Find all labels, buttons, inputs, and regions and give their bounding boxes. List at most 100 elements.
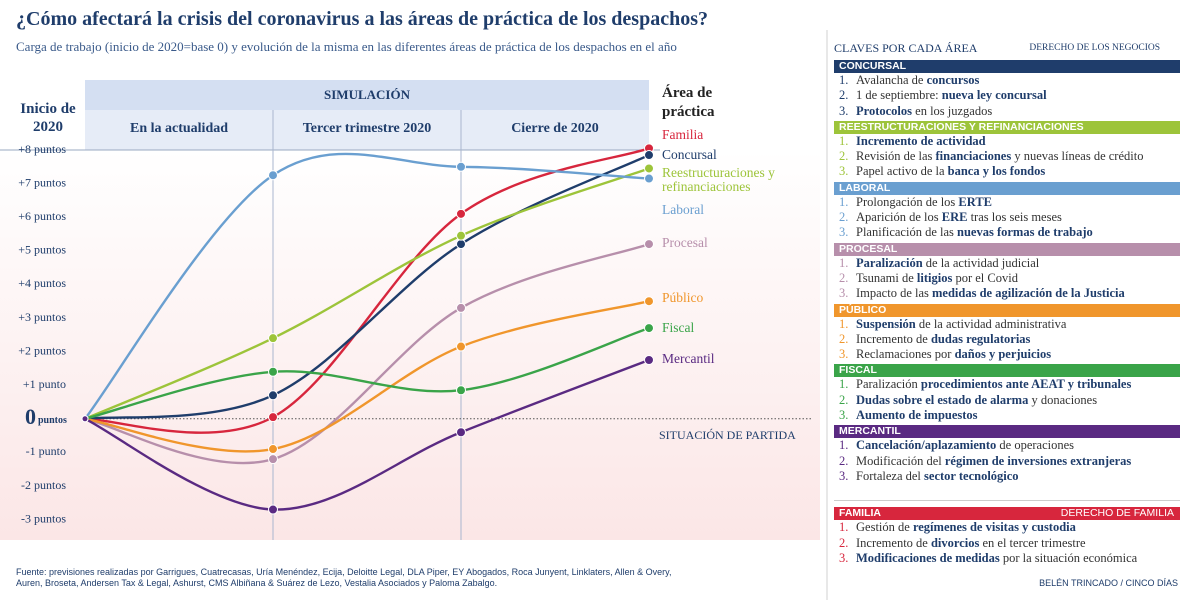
item: 2. 1 de septiembre: nueva ley concursal: [834, 88, 1180, 103]
item: 1. Paralización procedimientos ante AEAT …: [834, 377, 1180, 392]
series-line: [84, 300, 650, 453]
section-header: FISCAL: [834, 364, 1180, 378]
point: [268, 504, 278, 515]
item-number: 3.: [839, 408, 849, 423]
item-number: 2.: [839, 270, 849, 285]
item-number: 1.: [839, 133, 849, 148]
column-label: En la actualidad: [130, 121, 228, 136]
y-tick-label: 0: [25, 404, 36, 429]
series-line: [84, 326, 650, 420]
item-bold: Cancelación/aplazamiento: [856, 438, 997, 453]
item-number: 1.: [839, 194, 849, 209]
item-text: y donaciones: [1028, 392, 1098, 407]
sections: CONCURSAL 1. Avalancha de concursos 2. 1 de …: [834, 60, 1180, 566]
legend-label: Mercantil: [662, 351, 715, 366]
point: [268, 454, 278, 465]
item-bold: divorcios: [930, 535, 980, 550]
item-text: por el Covid: [952, 270, 1018, 285]
point: [644, 239, 654, 250]
item: 2. Incremento de dudas regulatorias: [834, 332, 1180, 347]
point: [456, 302, 466, 313]
item-bold: Dudas sobre el estado de alarma: [856, 392, 1029, 407]
item: 3. Aumento de impuestos: [834, 408, 1180, 423]
y-tick-label: +1 punto: [23, 377, 66, 391]
series-line: [84, 152, 650, 420]
item-text: Impacto de las: [856, 286, 933, 301]
panel-header: CLAVES POR CADA ÁREA DERECHO DE LOS NEGO…: [834, 38, 1180, 58]
zero-unit: puntos: [38, 415, 67, 426]
item-number: 1.: [839, 255, 849, 270]
item: 3. Modificaciones de medidas por la situa…: [834, 551, 1180, 566]
item: 3. Papel activo de la banca y los fondos: [834, 164, 1180, 179]
item-bold: ERE: [941, 210, 968, 225]
item-number: 2.: [839, 88, 849, 103]
section-header: PÚBLICO: [834, 303, 1180, 317]
y-tick-label: +5 puntos: [18, 243, 66, 257]
legend-title: Área de práctica: [662, 85, 715, 120]
item-text: Reclamaciones por: [856, 347, 955, 362]
section: FAMILIA DERECHO DE FAMILIA 1. Gestión de re…: [834, 500, 1180, 566]
section-header: FAMILIA DERECHO DE FAMILIA: [834, 507, 1180, 521]
baseline-label: SITUACIÓN DE PARTIDA: [659, 428, 796, 442]
plot: En la actualidad Tercer trimestre 2020 Cie…: [18, 110, 812, 540]
keys-panel: CLAVES POR CADA ÁREA DERECHO DE LOS NEGO…: [834, 38, 1180, 566]
section: LABORAL 1. Prolongación de los ERTE 2. Apari…: [834, 181, 1180, 241]
item-text: de la actividad administrativa: [915, 316, 1067, 331]
item-text: en los juzgados: [912, 103, 993, 118]
y-tick-label: +2 puntos: [18, 343, 66, 357]
item-bold: Suspensión: [856, 316, 916, 331]
item: 2. Modificación del régimen de inversione…: [834, 454, 1180, 469]
y-tick-label: -3 puntos: [21, 511, 66, 525]
band-columns: [85, 110, 649, 150]
y-tick-label: -1 punto: [26, 444, 66, 458]
legend-label: Concursal: [662, 147, 717, 162]
item: 2. Incremento de divorcios en el tercer t…: [834, 536, 1180, 551]
item: 3. Impacto de las medidas de agilización …: [834, 286, 1180, 301]
subtitle: Carga de trabajo (inicio de 2020=base 0)…: [16, 39, 677, 54]
item-text: Papel activo de la: [856, 164, 948, 179]
title: ¿Cómo afectará la crisis del coronavirus…: [16, 8, 708, 30]
item-number: 1.: [839, 316, 849, 331]
item-bold: nueva ley concursal: [941, 88, 1047, 103]
item-text: y nuevas líneas de crédito: [1011, 149, 1144, 164]
point: [644, 173, 654, 184]
y-tick-label: -2 puntos: [21, 478, 66, 492]
item-number: 3.: [839, 468, 849, 483]
item-text: Fortaleza del: [856, 468, 925, 483]
legend-label: Familia: [662, 127, 704, 142]
point: [456, 208, 466, 219]
item-bold: Protocolos: [856, 103, 913, 118]
item-number: 2.: [839, 392, 849, 407]
y-tick-label: +3 puntos: [18, 310, 66, 324]
point: [456, 161, 466, 172]
item-number: 3.: [839, 347, 849, 362]
item-number: 2.: [839, 149, 849, 164]
section-name: FISCAL: [839, 364, 877, 377]
item-text: 1 de septiembre:: [856, 88, 942, 103]
item-number: 1.: [839, 438, 849, 453]
legend-label: Fiscal: [662, 320, 695, 335]
section: PROCESAL 1. Paralización de la actividad j…: [834, 242, 1180, 302]
item-bold: litigios: [916, 270, 953, 285]
section-header: MERCANTIL: [834, 425, 1180, 439]
section-name: CONCURSAL: [839, 60, 907, 72]
item-text: Incremento de: [856, 331, 931, 346]
column-label: Tercer trimestre 2020: [303, 121, 432, 136]
item: 3. Fortaleza del sector tecnológico: [834, 469, 1180, 484]
item: 2. Tsunami de litigios por el Covid: [834, 271, 1180, 286]
item-bold: financiaciones: [935, 149, 1012, 164]
plot-background: [0, 150, 820, 540]
point: [456, 427, 466, 438]
section-header: REESTRUCTURACIONES Y REFINANCIACIONES: [834, 120, 1180, 134]
source: Fuente: previsiones realizadas por Garri…: [16, 567, 672, 588]
item: 2. Revisión de las financiaciones y nueva…: [834, 149, 1180, 164]
item-bold: Modificaciones de medidas: [856, 550, 1000, 565]
section: REESTRUCTURACIONES Y REFINANCIACIONES 1. I…: [834, 120, 1180, 180]
section: MERCANTIL 1. Cancelación/aplazamiento de o…: [834, 425, 1180, 484]
item-bold: medidas de agilización de la Justicia: [932, 286, 1125, 301]
item: 1. Suspensión de la actividad administrat…: [834, 317, 1180, 332]
section-name: PÚBLICO: [839, 303, 887, 316]
item: 3. Protocolos en los juzgados: [834, 104, 1180, 119]
item-number: 1.: [839, 73, 849, 87]
